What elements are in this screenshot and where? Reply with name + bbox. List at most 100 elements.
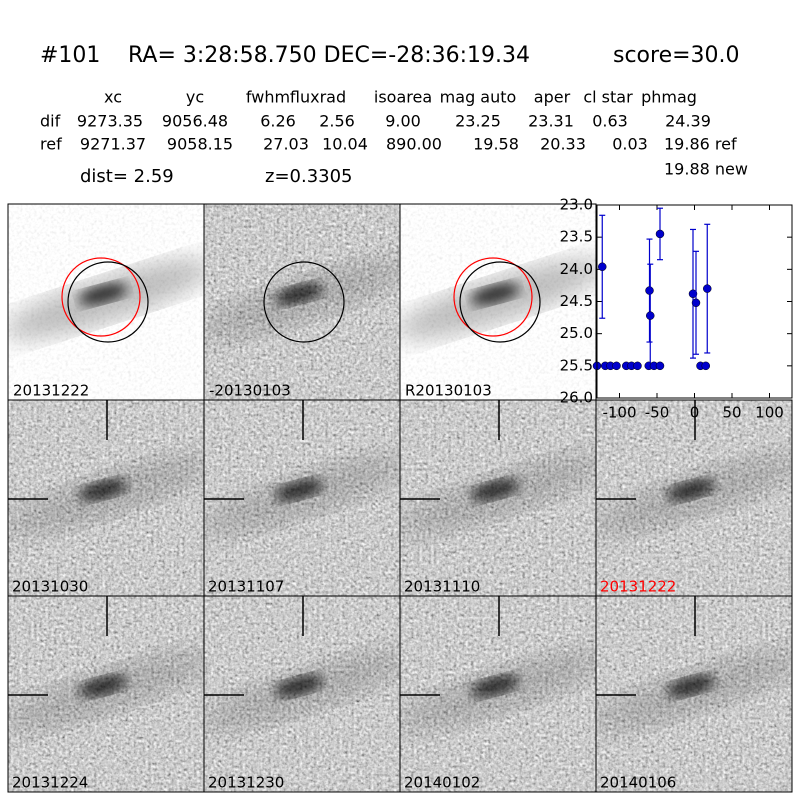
x-tick-label: -50 <box>645 404 670 422</box>
stamp-image <box>8 400 204 596</box>
stamp: -20130103 <box>203 203 401 401</box>
table-cell: 20.33 <box>540 135 586 154</box>
point <box>703 284 712 293</box>
column-header: cl star <box>583 88 633 107</box>
stamp-image <box>204 596 400 792</box>
stamp-label: 20131110 <box>404 578 480 596</box>
det-circle <box>263 261 345 343</box>
lightcurve: 23.0 23.5 24.0 24.5 25.0 25.5 26.0 -100 -50 0 50 10… <box>560 196 793 422</box>
table-cell: 24.39 <box>665 112 711 131</box>
column-header: phmag <box>641 88 697 107</box>
stamp-label: 20131230 <box>208 774 284 792</box>
galaxy-core <box>78 675 128 697</box>
point <box>655 361 665 371</box>
stamp: 20131110 <box>399 399 597 597</box>
table-cell: 0.03 <box>612 135 648 154</box>
stamp: 20131222 <box>595 399 793 597</box>
x-tick-label: 0 <box>690 404 700 422</box>
column-header: xc <box>104 88 122 107</box>
table-cell: 9058.15 <box>167 135 233 154</box>
stamp: 20131224 <box>7 595 205 793</box>
coordinates: RA= 3:28:58.750 DEC=-28:36:19.34 <box>128 43 530 68</box>
table-cell: 9273.35 <box>77 112 143 131</box>
stamp-label: -20130103 <box>209 382 291 400</box>
galaxy-core <box>78 283 128 305</box>
table-cell: 9.00 <box>385 112 421 131</box>
stamp-frame <box>595 595 793 793</box>
galaxy-core <box>470 675 520 697</box>
y-tick-label: 26.0 <box>560 389 593 407</box>
stamp: 20131230 <box>203 595 401 793</box>
column-header: isoarea <box>374 88 432 107</box>
stamp-label: 20131030 <box>12 578 88 596</box>
stamps: 20131222 -20130103 R20130103 20131030 201311… <box>7 203 793 793</box>
stamp-image <box>204 204 400 400</box>
y-tick-label: 24.0 <box>560 260 593 278</box>
stamp-label: 20140102 <box>404 774 480 792</box>
column-header: mag auto <box>440 88 517 107</box>
stamp-image <box>400 204 596 400</box>
stamp-label: R20130103 <box>405 382 492 400</box>
point <box>688 289 698 299</box>
table-cell: 19.86 ref <box>664 135 737 154</box>
ref-circle <box>453 257 533 337</box>
candidate-id: #101 <box>40 43 100 68</box>
point <box>655 229 665 239</box>
point <box>645 286 654 295</box>
row-label: dif <box>40 112 61 131</box>
table-cell: 9056.48 <box>162 112 228 131</box>
table-cell: 2.56 <box>319 112 355 131</box>
dist: dist= 2.59 <box>80 166 174 187</box>
stamp: 20140106 <box>595 595 793 793</box>
det-circle <box>459 261 541 343</box>
plot-frame <box>596 204 793 399</box>
table-cell: 23.31 <box>528 112 574 131</box>
stamp-image <box>204 400 400 596</box>
table-cell: 27.03 <box>263 135 309 154</box>
y-tick-label: 24.5 <box>560 292 593 310</box>
stamp-label: 20131224 <box>12 774 88 792</box>
point <box>633 361 642 371</box>
stamp-image <box>596 596 792 792</box>
point <box>701 361 710 371</box>
x-tick-label: 100 <box>755 404 784 422</box>
galaxy-core <box>274 479 324 501</box>
score: score=30.0 <box>613 43 740 68</box>
stamp: 20140102 <box>399 595 597 793</box>
stamp: R20130103 <box>399 203 597 401</box>
stamp-label: 20131107 <box>208 578 284 596</box>
point <box>646 311 655 320</box>
table-cell: 10.04 <box>322 135 368 154</box>
stamp-label: 20140106 <box>600 774 676 792</box>
table-cell: 19.58 <box>473 135 519 154</box>
galaxy-core <box>274 283 324 305</box>
galaxy-core <box>666 675 716 697</box>
y-tick-label: 23.5 <box>560 228 593 246</box>
stamp-label: 20131222 <box>13 382 89 400</box>
table-cell: 9271.37 <box>80 135 146 154</box>
row-label: ref <box>40 135 62 154</box>
table-cell: 0.63 <box>592 112 628 131</box>
table-note: 19.88 new <box>664 160 748 179</box>
galaxy-core <box>470 283 520 305</box>
column-header: fwhm <box>246 88 290 107</box>
x-tick-label: 50 <box>722 404 741 422</box>
stamp: 20131222 <box>7 203 205 401</box>
det-circle <box>67 261 149 343</box>
ref-circle <box>61 257 141 337</box>
column-header: yc <box>186 88 204 107</box>
stamp: 20131030 <box>7 399 205 597</box>
y-tick-label: 25.0 <box>560 324 593 342</box>
point <box>598 262 607 272</box>
stamp-image <box>8 204 204 400</box>
y-tick-label: 25.5 <box>560 356 593 374</box>
table-cell: 6.26 <box>260 112 296 131</box>
point <box>612 361 621 371</box>
table-cell: 23.25 <box>455 112 501 131</box>
point <box>691 298 701 308</box>
table-cell: 890.00 <box>386 135 442 154</box>
galaxy-core <box>470 479 520 501</box>
galaxy-core <box>274 675 324 697</box>
column-header: fluxrad <box>290 88 346 107</box>
